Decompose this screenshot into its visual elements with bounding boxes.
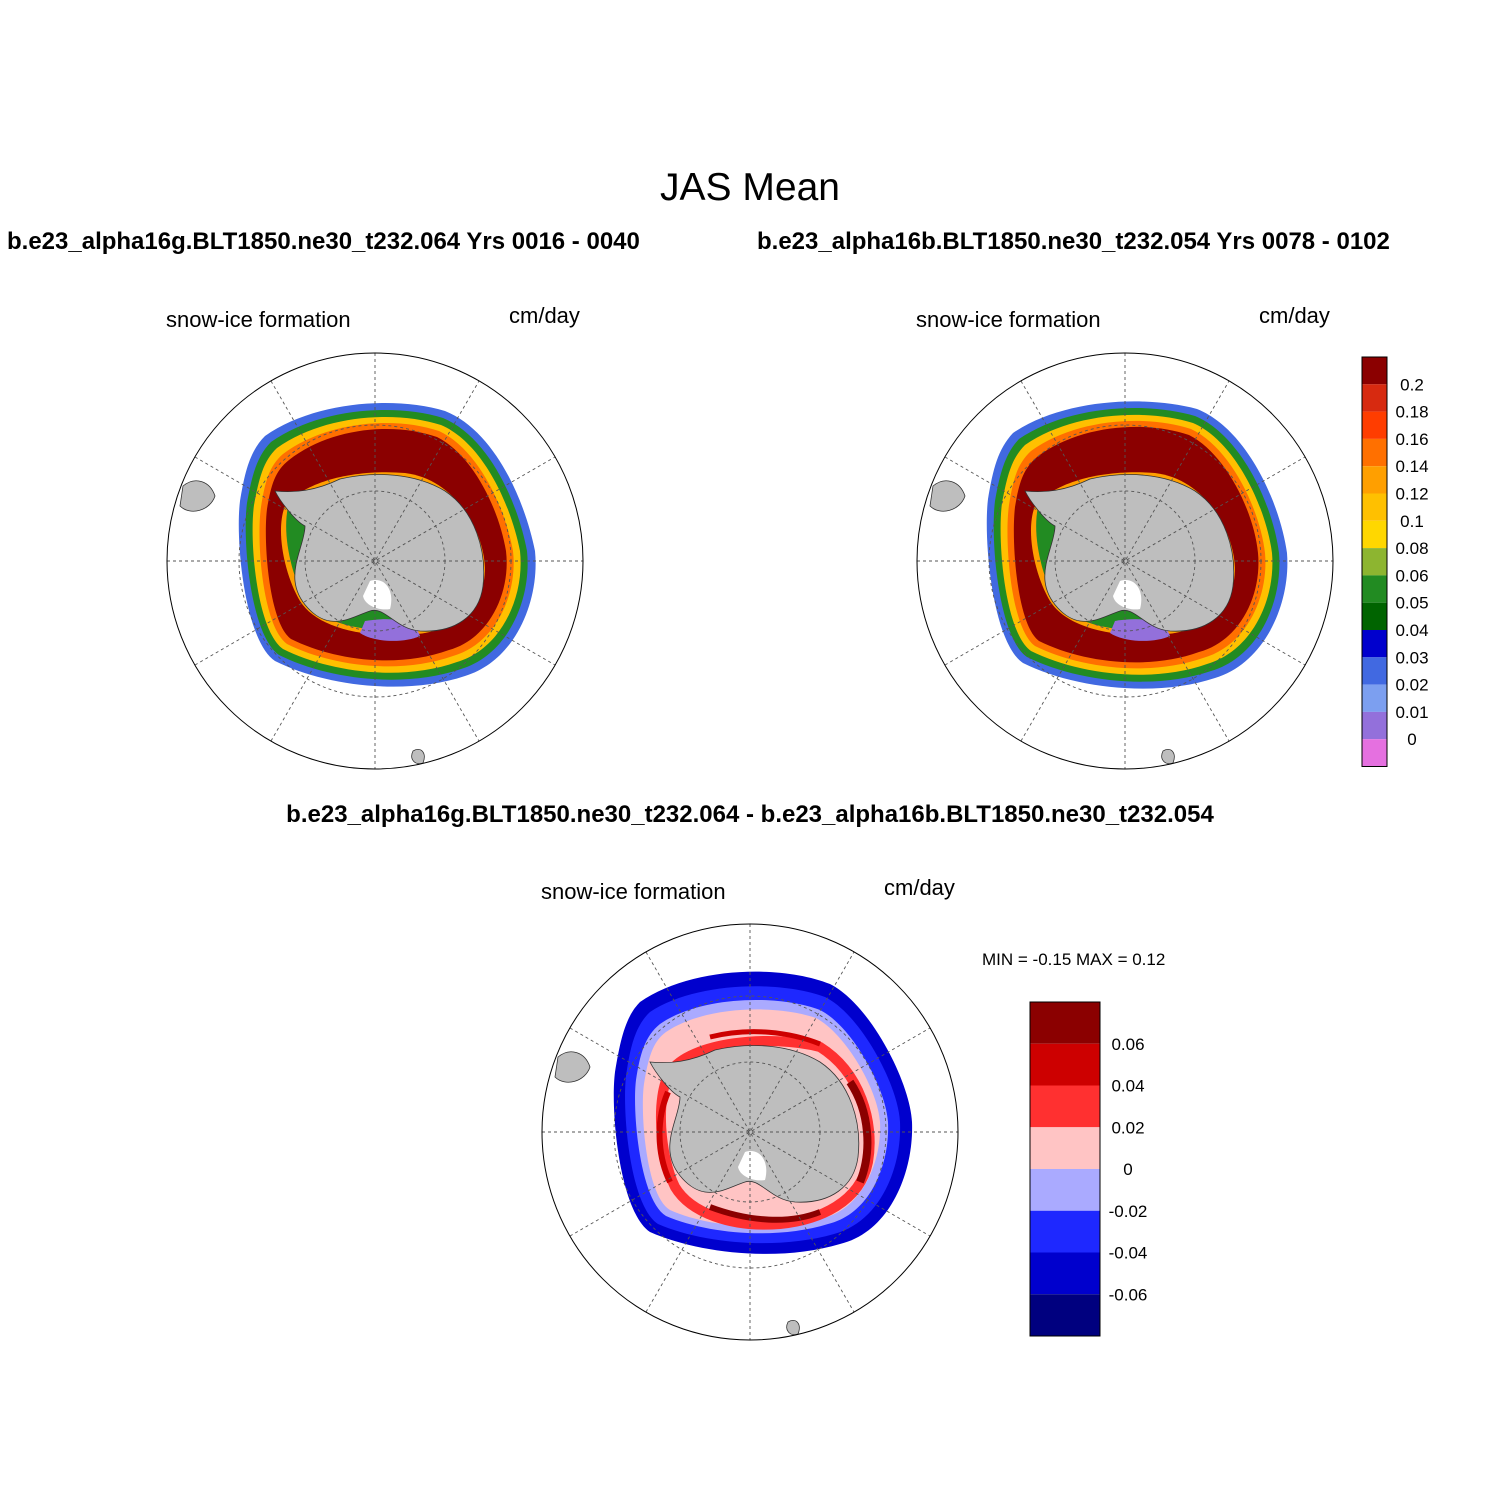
colorbar-main-swatch <box>1362 657 1387 685</box>
colorbar-main-swatch <box>1362 493 1387 521</box>
right-panel-variable: snow-ice formation <box>916 307 1101 332</box>
colorbar-main-label: 0.12 <box>1395 485 1428 504</box>
map-diff-border <box>541 923 959 1341</box>
colorbar-diff-label: 0.06 <box>1111 1035 1144 1054</box>
colorbar-main-swatch <box>1362 575 1387 603</box>
right-run-title: b.e23_alpha16b.BLT1850.ne30_t232.054 Yrs… <box>757 228 1390 255</box>
left-panel-units: cm/day <box>509 303 580 328</box>
colorbar-main-label: 0.08 <box>1395 539 1428 558</box>
map-difference <box>542 924 958 1340</box>
colorbar-main-label: 0.03 <box>1395 648 1428 667</box>
left-run-title: b.e23_alpha16g.BLT1850.ne30_t232.064 Yrs… <box>7 228 640 255</box>
diff-darkred-arc-west <box>656 1090 673 1184</box>
colorbar-diff-swatch <box>1030 1252 1100 1295</box>
colorbar-main-label: 0.04 <box>1395 621 1428 640</box>
colorbar-main-label: 0.1 <box>1400 512 1424 531</box>
colorbar-diff-label: -0.04 <box>1109 1244 1148 1263</box>
min-max-stats: MIN = -0.15 MAX = 0.12 <box>982 950 1166 969</box>
colorbar-main-label: 0.18 <box>1395 403 1428 422</box>
colorbar-main-swatch <box>1362 520 1387 549</box>
left-panel-variable: snow-ice formation <box>166 307 351 332</box>
south-america <box>929 480 966 512</box>
colorbar-diff-swatch <box>1030 1169 1100 1211</box>
colorbar-main-swatch <box>1362 684 1387 712</box>
colorbar-main-swatch <box>1362 602 1387 630</box>
colorbar-diff-label: -0.06 <box>1109 1285 1148 1304</box>
colorbar-diff-swatch <box>1030 1085 1100 1128</box>
colorbar-main-swatch <box>1362 438 1387 467</box>
south-america <box>179 480 216 512</box>
colorbar-main-label: 0.05 <box>1395 594 1428 613</box>
colorbar-main-swatch <box>1362 739 1387 767</box>
colorbar-diff-label: -0.02 <box>1109 1202 1148 1221</box>
colorbar-main-label: 0 <box>1407 730 1416 749</box>
colorbar-diff-swatch <box>1030 1043 1100 1086</box>
colorbar-main-label: 0.14 <box>1395 457 1428 476</box>
ross-ice-shelf <box>363 580 392 610</box>
map-left-border <box>166 352 584 770</box>
diff-panel-units: cm/day <box>884 875 955 900</box>
diff-panel-variable: snow-ice formation <box>541 879 726 904</box>
new-zealand <box>1161 748 1175 765</box>
colorbar-main-swatch <box>1362 711 1387 740</box>
colorbar-diff-border <box>1029 1001 1101 1337</box>
new-zealand <box>786 1319 800 1336</box>
south-america <box>554 1051 591 1083</box>
colorbar-diff-label: 0 <box>1123 1160 1132 1179</box>
colorbar-main-swatch <box>1362 466 1387 494</box>
map-diff-graticule <box>542 924 958 1340</box>
colorbar-main-label: 0.01 <box>1395 703 1428 722</box>
colorbar-diff-swatch <box>1030 1127 1100 1169</box>
ross-ice-shelf <box>738 1151 767 1181</box>
colorbar-main-swatch <box>1362 548 1387 576</box>
diff-darkred-arc-north <box>709 1029 821 1047</box>
colorbar-main-swatch <box>1362 357 1387 385</box>
colorbar-main-border <box>1361 356 1388 767</box>
map-left-graticule <box>167 353 583 769</box>
colorbar-diff-label: 0.02 <box>1111 1118 1144 1137</box>
map-right-border <box>916 352 1334 770</box>
new-zealand <box>411 748 425 765</box>
colorbar-main: 0.2 0.18 0.16 0.14 0.12 0.1 0.08 0.06 0.05 0.04 0.… <box>1361 356 1429 767</box>
difference-title: b.e23_alpha16g.BLT1850.ne30_t232.064 - b… <box>286 801 1214 828</box>
colorbar-main-label: 0.02 <box>1395 676 1428 695</box>
diff-darkred-arc-south <box>708 1204 822 1223</box>
figure-title: JAS Mean <box>660 166 840 209</box>
colorbar-diff-swatch <box>1030 1210 1100 1253</box>
map-left <box>167 353 583 769</box>
colorbar-main-label: 0.2 <box>1400 375 1424 394</box>
colorbar-diff-swatch <box>1030 1294 1100 1336</box>
colorbar-diff: 0.06 0.04 0.02 0 -0.02 -0.04 -0.06 <box>1029 1001 1148 1337</box>
colorbar-diff-label: 0.04 <box>1111 1077 1144 1096</box>
colorbar-main-label: 0.16 <box>1395 430 1428 449</box>
map-right-graticule <box>917 353 1333 769</box>
colorbar-main-swatch <box>1362 411 1387 439</box>
right-panel-units: cm/day <box>1259 303 1330 328</box>
colorbar-main-label: 0.06 <box>1395 566 1428 585</box>
map-right <box>917 353 1333 769</box>
colorbar-main-swatch <box>1362 384 1387 412</box>
colorbar-main-swatch <box>1362 630 1387 658</box>
ross-ice-shelf <box>1113 580 1142 610</box>
colorbar-diff-swatch <box>1030 1002 1100 1044</box>
